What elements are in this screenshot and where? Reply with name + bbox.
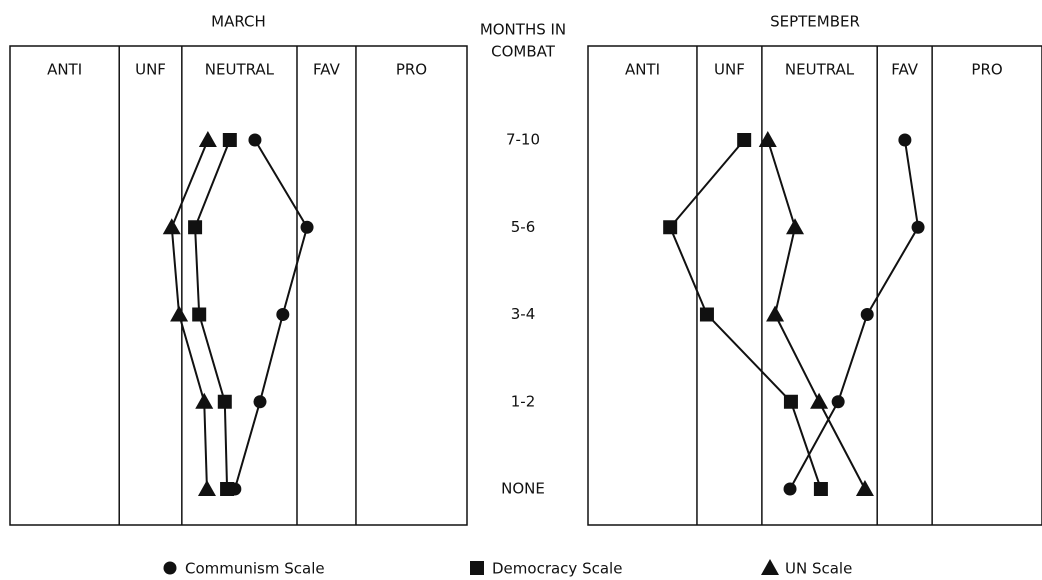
zone-label: NEUTRAL: [785, 61, 855, 79]
marker: [855, 480, 874, 496]
panel-frame: [587, 45, 1042, 526]
legend-marker: [163, 561, 177, 575]
zone-label: NEUTRAL: [205, 61, 275, 79]
legend-marker: [470, 561, 484, 575]
marker: [911, 220, 925, 234]
marker: [198, 131, 217, 147]
legend-label: Communism Scale: [185, 560, 325, 578]
marker: [699, 307, 714, 322]
marker: [300, 220, 314, 234]
legend-label: UN Scale: [785, 560, 852, 578]
legend-marker: [761, 559, 779, 575]
y-tick-label: 5-6: [511, 218, 536, 236]
marker: [813, 482, 828, 496]
marker: [758, 131, 777, 147]
marker: [170, 305, 189, 322]
y-tick-label: NONE: [501, 480, 545, 498]
marker: [898, 133, 912, 147]
marker: [220, 482, 235, 496]
zone-label: FAV: [313, 61, 341, 79]
zone-label: ANTI: [47, 61, 82, 79]
marker: [663, 220, 678, 235]
marker: [766, 305, 785, 322]
marker: [222, 133, 237, 147]
marker: [737, 133, 752, 147]
marker: [783, 482, 797, 496]
series-line: [789, 139, 920, 490]
zone-label: FAV: [891, 61, 919, 79]
y-axis-title: COMBAT: [491, 43, 556, 61]
zone-label: PRO: [971, 61, 1002, 79]
marker: [860, 308, 874, 321]
marker: [786, 218, 805, 235]
marker: [276, 308, 290, 321]
y-tick-label: 3-4: [511, 305, 536, 323]
legend-label: Democracy Scale: [492, 560, 622, 578]
marker: [810, 392, 829, 409]
y-tick-label: 7-10: [506, 131, 540, 149]
marker: [248, 133, 262, 147]
panel-title: SEPTEMBER: [770, 13, 860, 31]
marker: [197, 480, 216, 496]
y-axis-title: MONTHS IN: [480, 21, 566, 39]
marker: [188, 220, 203, 235]
panel-title: MARCH: [211, 13, 266, 31]
marker: [253, 395, 267, 409]
series-line: [233, 139, 309, 490]
zone-label: ANTI: [625, 61, 660, 79]
zone-label: PRO: [396, 61, 427, 79]
marker: [162, 218, 181, 235]
zone-label: UNF: [714, 61, 745, 79]
marker: [195, 392, 214, 409]
marker: [783, 394, 798, 409]
series-line: [766, 139, 866, 490]
marker: [217, 394, 232, 409]
y-tick-label: 1-2: [511, 392, 536, 410]
marker: [831, 395, 845, 409]
series-line: [669, 139, 822, 490]
marker: [192, 307, 207, 322]
zone-label: UNF: [135, 61, 166, 79]
panel-frame: [9, 45, 468, 526]
